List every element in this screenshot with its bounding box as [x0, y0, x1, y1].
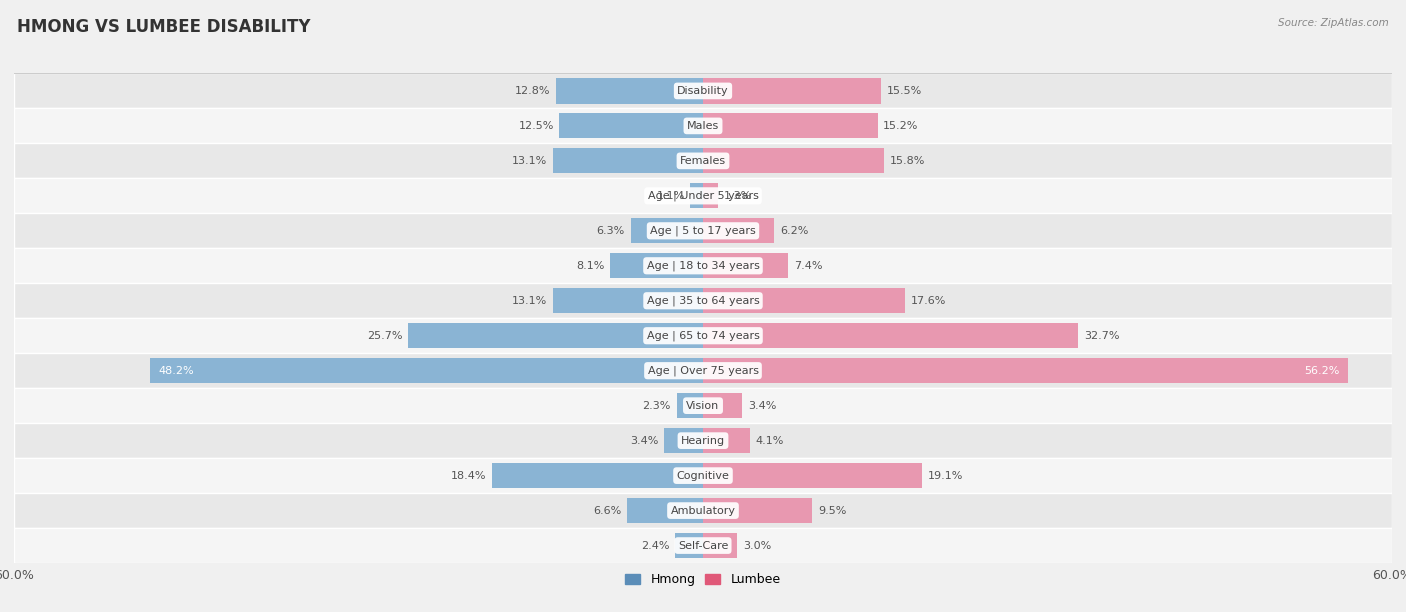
Bar [703, 253, 787, 278]
Text: 48.2%: 48.2% [159, 366, 194, 376]
Bar [492, 463, 703, 488]
Text: Age | 35 to 64 years: Age | 35 to 64 years [647, 296, 759, 306]
Bar [14, 143, 1392, 178]
Text: 6.3%: 6.3% [596, 226, 624, 236]
Bar [14, 353, 1392, 388]
Text: 1.3%: 1.3% [724, 191, 752, 201]
Bar [14, 178, 1392, 214]
Bar [408, 323, 703, 348]
Bar [627, 498, 703, 523]
Bar [553, 148, 703, 173]
Text: 56.2%: 56.2% [1303, 366, 1339, 376]
Text: 1.1%: 1.1% [657, 191, 685, 201]
Bar [703, 148, 884, 173]
Text: Females: Females [681, 156, 725, 166]
Text: Vision: Vision [686, 401, 720, 411]
Bar [664, 428, 703, 453]
Text: 3.4%: 3.4% [748, 401, 776, 411]
Bar [703, 288, 905, 313]
Text: Hearing: Hearing [681, 436, 725, 446]
Bar [14, 493, 1392, 528]
Text: 12.5%: 12.5% [519, 121, 554, 131]
Text: Age | Over 75 years: Age | Over 75 years [648, 365, 758, 376]
Bar [14, 423, 1392, 458]
Text: Cognitive: Cognitive [676, 471, 730, 480]
Text: Males: Males [688, 121, 718, 131]
Bar [631, 218, 703, 244]
Text: 17.6%: 17.6% [911, 296, 946, 306]
Text: Age | 5 to 17 years: Age | 5 to 17 years [650, 226, 756, 236]
Bar [703, 498, 813, 523]
Text: Disability: Disability [678, 86, 728, 96]
Text: Age | 18 to 34 years: Age | 18 to 34 years [647, 261, 759, 271]
Text: 13.1%: 13.1% [512, 296, 547, 306]
Legend: Hmong, Lumbee: Hmong, Lumbee [620, 568, 786, 591]
Bar [14, 108, 1392, 143]
Bar [703, 323, 1078, 348]
Bar [14, 388, 1392, 423]
Bar [703, 113, 877, 138]
Text: 7.4%: 7.4% [794, 261, 823, 271]
Bar [690, 183, 703, 209]
Bar [14, 248, 1392, 283]
Text: 13.1%: 13.1% [512, 156, 547, 166]
Bar [560, 113, 703, 138]
Bar [553, 288, 703, 313]
Bar [555, 78, 703, 103]
Text: 6.6%: 6.6% [593, 506, 621, 515]
Text: 2.3%: 2.3% [643, 401, 671, 411]
Text: 8.1%: 8.1% [576, 261, 605, 271]
Text: 9.5%: 9.5% [818, 506, 846, 515]
Bar [149, 358, 703, 383]
Text: Age | 65 to 74 years: Age | 65 to 74 years [647, 330, 759, 341]
Bar [610, 253, 703, 278]
Bar [14, 318, 1392, 353]
Text: Self-Care: Self-Care [678, 540, 728, 551]
Text: 18.4%: 18.4% [450, 471, 486, 480]
Text: 32.7%: 32.7% [1084, 330, 1119, 341]
Text: 19.1%: 19.1% [928, 471, 963, 480]
Text: Age | Under 5 years: Age | Under 5 years [648, 190, 758, 201]
Text: 3.4%: 3.4% [630, 436, 658, 446]
Text: Ambulatory: Ambulatory [671, 506, 735, 515]
Bar [703, 78, 882, 103]
Bar [703, 393, 742, 418]
Text: 4.1%: 4.1% [756, 436, 785, 446]
Bar [14, 458, 1392, 493]
Bar [703, 183, 718, 209]
Text: 25.7%: 25.7% [367, 330, 402, 341]
Bar [675, 533, 703, 558]
Text: 12.8%: 12.8% [515, 86, 550, 96]
Text: 3.0%: 3.0% [744, 540, 772, 551]
Text: 15.5%: 15.5% [887, 86, 922, 96]
Text: 15.8%: 15.8% [890, 156, 925, 166]
Text: 6.2%: 6.2% [780, 226, 808, 236]
Bar [703, 358, 1348, 383]
Bar [14, 528, 1392, 563]
Bar [14, 214, 1392, 248]
Bar [676, 393, 703, 418]
Bar [14, 73, 1392, 108]
Text: 2.4%: 2.4% [641, 540, 669, 551]
Bar [703, 533, 738, 558]
Bar [703, 463, 922, 488]
Bar [703, 218, 775, 244]
Text: Source: ZipAtlas.com: Source: ZipAtlas.com [1278, 18, 1389, 28]
Text: 15.2%: 15.2% [883, 121, 918, 131]
Bar [703, 428, 749, 453]
Bar [14, 283, 1392, 318]
Text: HMONG VS LUMBEE DISABILITY: HMONG VS LUMBEE DISABILITY [17, 18, 311, 36]
